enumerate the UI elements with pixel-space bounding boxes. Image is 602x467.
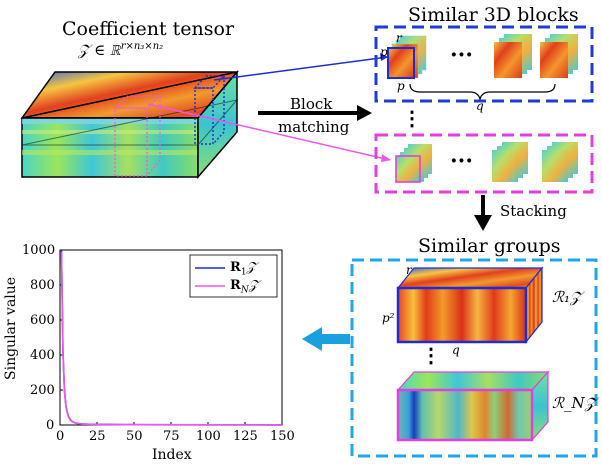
legend-label-series-n: RN𝒵 — [230, 278, 259, 296]
magenta-block-stack-2 — [492, 142, 528, 182]
similar-groups-box — [350, 258, 598, 458]
blocks-vdots: ⋮ — [402, 106, 422, 130]
tensor-formula-main: 𝒵 ∈ ℝ — [78, 41, 121, 59]
blue-block-stack-2 — [494, 34, 532, 78]
cyan-arrow — [302, 327, 350, 351]
y-tick-label: 0 — [46, 418, 55, 433]
x-tick-label: 100 — [196, 429, 221, 444]
y-tick-label: 400 — [30, 348, 55, 363]
tensor-blue-selection — [193, 75, 226, 145]
block-matching-label-1: Block — [290, 95, 333, 113]
block-matching-label-2: matching — [278, 118, 350, 136]
tensor-formula: 𝒵 ∈ ℝr×n₃×n₂ — [78, 42, 163, 58]
blue-blocks-box — [374, 25, 594, 103]
x-tick-label: 75 — [163, 429, 180, 444]
group-n-cube — [396, 370, 550, 442]
groups-label-1: ℛ₁𝒵 — [552, 288, 582, 306]
y-tick-label: 200 — [30, 383, 55, 398]
x-tick-label: 0 — [56, 429, 65, 444]
chart-xlabel: Index — [152, 447, 192, 463]
groups-dim-q: q — [452, 343, 460, 357]
coefficient-tensor-cube — [20, 69, 239, 180]
tensor-formula-sup: r×n₃×n₂ — [120, 41, 164, 52]
y-tick-label: 1000 — [22, 243, 56, 258]
blue-block-stack-1 — [387, 35, 427, 79]
blue-block-stack-3 — [540, 34, 578, 78]
blocks-dim-p-bottom: p — [397, 79, 405, 93]
block-matching-arrow — [258, 105, 372, 121]
x-tick-label: 50 — [126, 429, 143, 444]
groups-dim-p2: p² — [382, 311, 395, 325]
magenta-block-stack-1 — [395, 144, 432, 183]
chart-legend — [189, 254, 278, 298]
blocks-dim-p-side: p — [380, 45, 388, 59]
blocks-dim-r: r — [396, 31, 402, 45]
stacking-arrow — [474, 195, 492, 231]
chart-ylabel: Singular value — [3, 276, 19, 380]
y-tick-label: 800 — [30, 278, 55, 293]
groups-title: Similar groups — [418, 235, 561, 257]
y-tick-label: 600 — [30, 313, 55, 328]
blocks-ellipsis-bottom: ··· — [450, 148, 473, 174]
blocks-dim-q: q — [476, 99, 484, 113]
magenta-block-stack-3 — [542, 142, 578, 182]
groups-label-n: ℛ_N𝒵 — [552, 394, 597, 412]
stacking-label: Stacking — [500, 202, 567, 220]
magenta-blocks-box — [374, 133, 594, 194]
blue-connector-line — [213, 56, 389, 81]
x-tick-label: 25 — [89, 429, 106, 444]
magenta-connector-line — [147, 103, 391, 161]
blocks-title: Similar 3D blocks — [408, 4, 579, 26]
singular-value-chart — [59, 249, 283, 426]
q-brace — [409, 83, 556, 102]
tensor-magenta-selection — [113, 95, 162, 177]
groups-vdots: ⋮ — [421, 343, 441, 367]
tensor-title: Coefficient tensor — [62, 18, 235, 40]
x-tick-label: 125 — [233, 429, 258, 444]
groups-dim-r: r — [406, 263, 412, 277]
series-line-2 — [60, 251, 283, 426]
group-1-cube — [396, 266, 544, 344]
x-tick-label: 150 — [270, 429, 295, 444]
blocks-ellipsis-top: ··· — [450, 42, 473, 68]
legend-label-series-1: R1𝒵 — [230, 260, 257, 278]
